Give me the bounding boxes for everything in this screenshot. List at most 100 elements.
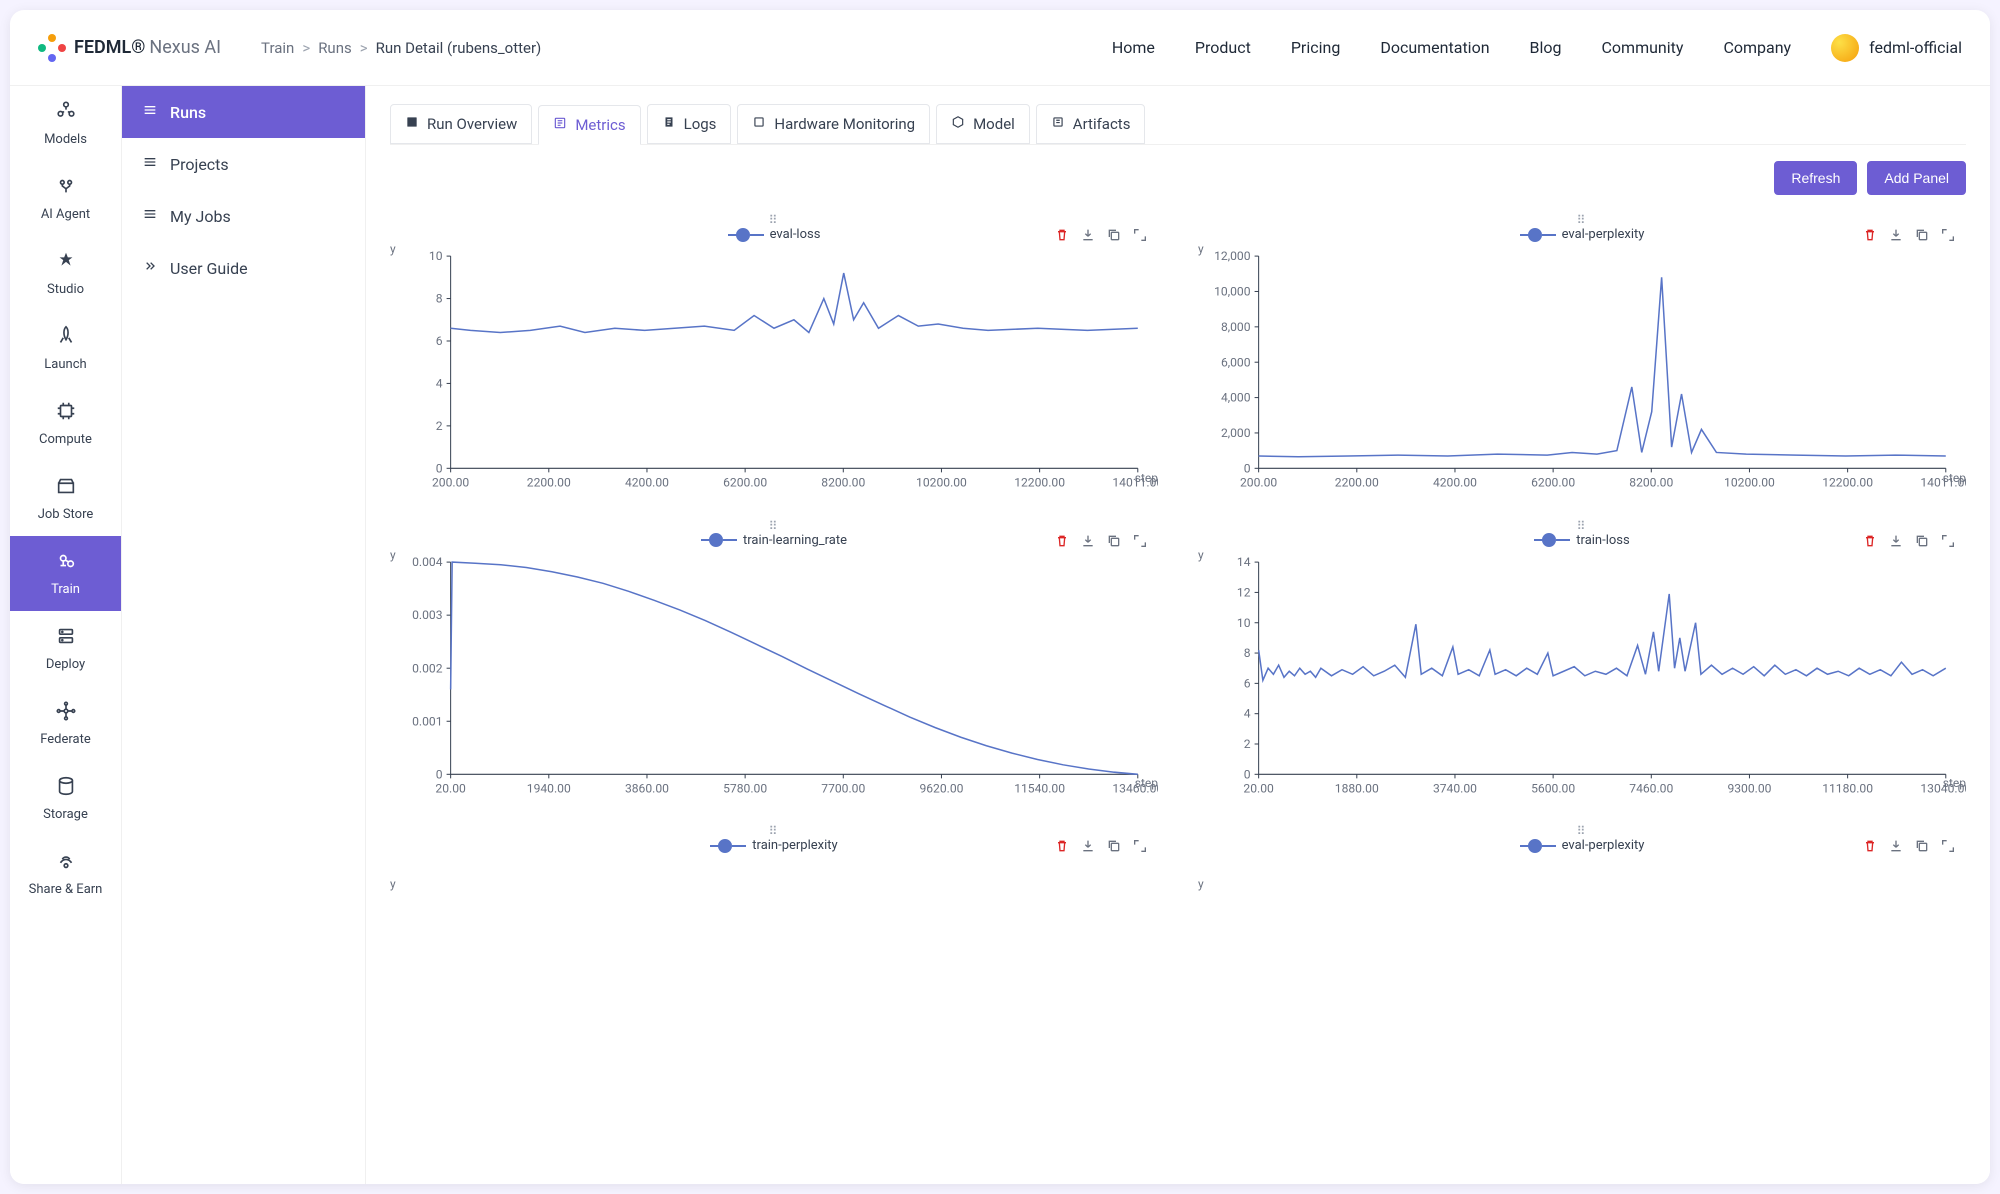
expand-icon[interactable] <box>1940 227 1956 243</box>
expand-icon[interactable] <box>1940 533 1956 549</box>
rail-item-federate[interactable]: Federate <box>10 686 121 761</box>
sidebar-item-projects[interactable]: Projects <box>122 138 365 190</box>
panel-toolbar <box>1862 227 1956 243</box>
breadcrumb-item[interactable]: Runs <box>318 39 352 57</box>
svg-text:10,000: 10,000 <box>1214 285 1251 299</box>
panel-toolbar <box>1054 838 1148 854</box>
legend-label: eval-perplexity <box>1562 838 1645 853</box>
rail-item-deploy[interactable]: Deploy <box>10 611 121 686</box>
rail-item-storage[interactable]: Storage <box>10 761 121 836</box>
tab-label: Artifacts <box>1073 115 1131 133</box>
drag-handle-icon[interactable]: ⠿ <box>390 824 1158 838</box>
download-icon[interactable] <box>1888 533 1904 549</box>
topnav-link[interactable]: Blog <box>1530 38 1562 57</box>
train-icon <box>55 550 77 576</box>
svg-text:11180.00: 11180.00 <box>1822 781 1873 795</box>
sidebar-item-label: My Jobs <box>170 207 231 226</box>
rail-item-label: Share & Earn <box>29 882 103 897</box>
download-icon[interactable] <box>1888 838 1904 854</box>
rail-item-aiagent[interactable]: AI Agent <box>10 161 121 236</box>
legend-marker-icon <box>736 228 750 242</box>
delete-icon[interactable] <box>1054 838 1070 854</box>
chart-svg: 0246810121420.001880.003740.005600.00746… <box>1198 552 1966 815</box>
delete-icon[interactable] <box>1054 227 1070 243</box>
drag-handle-icon[interactable]: ⠿ <box>1198 824 1966 838</box>
copy-icon[interactable] <box>1106 227 1122 243</box>
rail-item-studio[interactable]: Studio <box>10 236 121 311</box>
breadcrumb-item[interactable]: Train <box>261 39 294 57</box>
tab-metrics[interactable]: Metrics <box>538 105 640 145</box>
tab-run-overview[interactable]: Run Overview <box>390 104 532 144</box>
rail-item-train[interactable]: Train <box>10 536 121 611</box>
legend-marker-icon <box>709 533 723 547</box>
rail-item-label: Job Store <box>38 507 94 522</box>
copy-icon[interactable] <box>1914 227 1930 243</box>
sidebar: RunsProjects My Jobs User Guide <box>122 86 366 1184</box>
delete-icon[interactable] <box>1862 227 1878 243</box>
legend-line-icon <box>1542 845 1556 847</box>
drag-handle-icon[interactable]: ⠿ <box>390 213 1158 227</box>
download-icon[interactable] <box>1080 533 1096 549</box>
models-icon <box>55 100 77 126</box>
brand-logo[interactable]: FEDML®Nexus AI <box>38 34 221 62</box>
rail-item-models[interactable]: Models <box>10 86 121 161</box>
copy-icon[interactable] <box>1106 533 1122 549</box>
delete-icon[interactable] <box>1862 533 1878 549</box>
rail-item-jobstore[interactable]: Job Store <box>10 461 121 536</box>
tab-artifacts[interactable]: Artifacts <box>1036 104 1146 144</box>
chart-svg: 02,0004,0006,0008,00010,00012,000200.002… <box>1198 246 1966 509</box>
expand-icon[interactable] <box>1132 227 1148 243</box>
copy-icon[interactable] <box>1914 838 1930 854</box>
rail-item-compute[interactable]: Compute <box>10 386 121 461</box>
refresh-button[interactable]: Refresh <box>1774 161 1857 195</box>
rail-item-label: Studio <box>47 282 84 297</box>
sidebar-item-runs[interactable]: Runs <box>122 86 365 138</box>
svg-text:4: 4 <box>436 376 443 390</box>
chart-legend: train-loss <box>1534 533 1629 548</box>
topnav-link[interactable]: Pricing <box>1291 38 1341 57</box>
add-panel-button[interactable]: Add Panel <box>1867 161 1966 195</box>
topnav-link[interactable]: Community <box>1602 38 1684 57</box>
sidebar-item-user-guide[interactable]: User Guide <box>122 242 365 294</box>
topnav-link[interactable]: Product <box>1195 38 1251 57</box>
chevron-right-icon: > <box>302 39 310 57</box>
tab-hardware-monitoring[interactable]: Hardware Monitoring <box>737 104 930 144</box>
svg-text:2: 2 <box>436 419 443 433</box>
topnav-link[interactable]: Company <box>1723 38 1791 57</box>
drag-handle-icon[interactable]: ⠿ <box>390 519 1158 533</box>
panel-header: eval-perplexity <box>1198 838 1966 853</box>
svg-text:7700.00: 7700.00 <box>821 781 865 795</box>
drag-handle-icon[interactable]: ⠿ <box>1198 519 1966 533</box>
copy-icon[interactable] <box>1106 838 1122 854</box>
panel-actions: Refresh Add Panel <box>390 161 1966 195</box>
topnav-link[interactable]: Documentation <box>1380 38 1489 57</box>
x-axis-label: step <box>1943 471 1966 485</box>
tab-logs[interactable]: Logs <box>647 104 732 144</box>
chevron-right-icon: > <box>360 39 368 57</box>
drag-handle-icon[interactable]: ⠿ <box>1198 213 1966 227</box>
copy-icon[interactable] <box>1914 533 1930 549</box>
expand-icon[interactable] <box>1132 533 1148 549</box>
rail-item-share[interactable]: Share & Earn <box>10 836 121 911</box>
download-icon[interactable] <box>1080 838 1096 854</box>
app-body: ModelsAI Agent Studio LaunchCompute Job Sto… <box>10 86 1990 1184</box>
expand-icon[interactable] <box>1132 838 1148 854</box>
sidebar-item-my-jobs[interactable]: My Jobs <box>122 190 365 242</box>
user-menu[interactable]: fedml-official <box>1831 34 1962 62</box>
launch-icon <box>55 325 77 351</box>
topnav-link[interactable]: Home <box>1112 38 1155 57</box>
storage-icon <box>55 775 77 801</box>
expand-icon[interactable] <box>1940 838 1956 854</box>
chart-container: y step 0246810200.002200.004200.006200.0… <box>390 246 1158 509</box>
svg-text:8: 8 <box>1244 646 1251 660</box>
rail-item-launch[interactable]: Launch <box>10 311 121 386</box>
chart-legend: train-perplexity <box>710 838 837 853</box>
tab-label: Run Overview <box>427 115 517 133</box>
tab-model[interactable]: Model <box>936 104 1030 144</box>
delete-icon[interactable] <box>1862 838 1878 854</box>
download-icon[interactable] <box>1888 227 1904 243</box>
delete-icon[interactable] <box>1054 533 1070 549</box>
svg-text:20.00: 20.00 <box>1243 781 1274 795</box>
download-icon[interactable] <box>1080 227 1096 243</box>
metric-panel: ⠿ eval-perplexity y step 02,0004,0006,00… <box>1198 203 1966 509</box>
